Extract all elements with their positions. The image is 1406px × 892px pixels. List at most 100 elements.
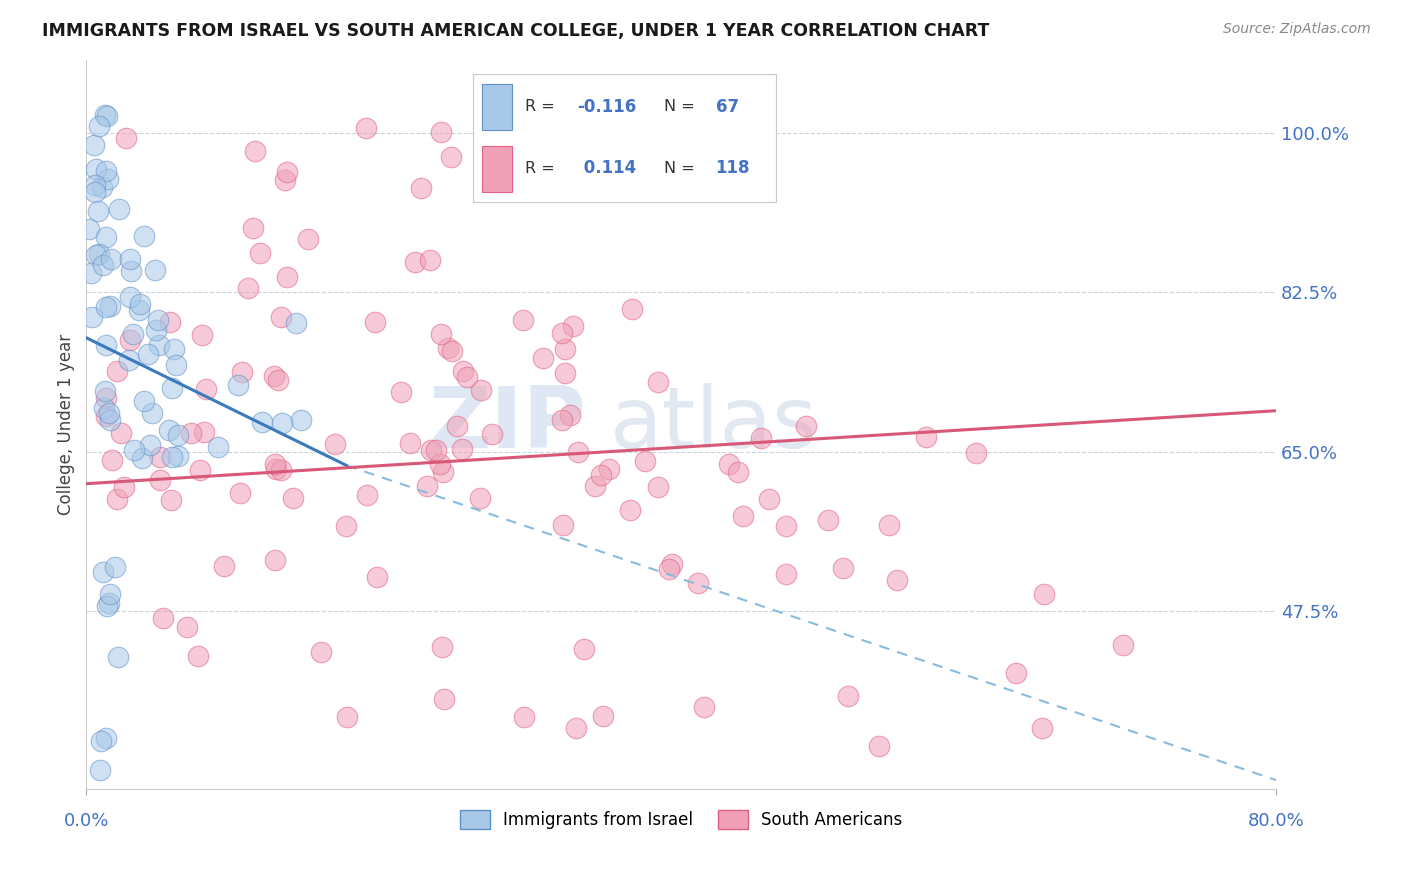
Point — [567, 445, 589, 459]
Point — [84, 162, 107, 177]
Point — [180, 426, 202, 441]
Point — [264, 552, 287, 566]
Point — [263, 368, 285, 383]
Point — [242, 220, 264, 235]
Point — [335, 519, 357, 533]
Point — [107, 650, 129, 665]
Point — [91, 565, 114, 579]
Point — [879, 518, 901, 533]
Point — [87, 203, 110, 218]
Point — [131, 450, 153, 465]
Point — [404, 254, 426, 268]
Point — [274, 172, 297, 186]
Point — [592, 709, 614, 723]
Point — [97, 172, 120, 186]
Point — [229, 486, 252, 500]
Point — [354, 121, 377, 136]
Point — [470, 383, 492, 397]
Point — [446, 419, 468, 434]
Point — [96, 230, 118, 244]
Point — [661, 558, 683, 572]
Point — [281, 491, 304, 505]
Point — [561, 318, 583, 333]
Point — [399, 436, 422, 450]
Point — [89, 763, 111, 777]
Point — [620, 301, 643, 316]
Text: Source: ZipAtlas.com: Source: ZipAtlas.com — [1223, 22, 1371, 37]
Point — [886, 573, 908, 587]
Point — [758, 491, 780, 506]
Point — [270, 463, 292, 477]
Point — [84, 248, 107, 262]
Point — [915, 430, 938, 444]
Point — [163, 342, 186, 356]
Point — [105, 363, 128, 377]
Point — [91, 179, 114, 194]
Point — [598, 461, 620, 475]
Point — [868, 739, 890, 753]
Point — [193, 425, 215, 440]
Point — [143, 263, 166, 277]
Point — [276, 270, 298, 285]
Point — [160, 381, 183, 395]
Point — [91, 258, 114, 272]
Point — [775, 566, 797, 581]
Point — [658, 562, 681, 576]
Point — [583, 479, 606, 493]
Point — [226, 378, 249, 392]
Point — [112, 480, 135, 494]
Point — [96, 599, 118, 614]
Point — [512, 313, 534, 327]
Point — [94, 108, 117, 122]
Point — [551, 413, 574, 427]
Point — [114, 131, 136, 145]
Point — [1032, 587, 1054, 601]
Point — [132, 394, 155, 409]
Point — [733, 508, 755, 523]
Point — [80, 266, 103, 280]
Point — [98, 586, 121, 600]
Point — [270, 310, 292, 325]
Point — [686, 576, 709, 591]
Point — [420, 442, 443, 457]
Point — [96, 109, 118, 123]
Point — [94, 164, 117, 178]
Text: atlas: atlas — [610, 383, 818, 466]
Point — [96, 301, 118, 315]
Point — [141, 406, 163, 420]
Point — [149, 473, 172, 487]
Point — [110, 425, 132, 440]
Point — [551, 326, 574, 341]
Point — [419, 252, 441, 267]
Point — [98, 299, 121, 313]
Point — [83, 137, 105, 152]
Y-axis label: College, Under 1 year: College, Under 1 year — [58, 334, 75, 515]
Point — [98, 597, 121, 611]
Point — [100, 453, 122, 467]
Point — [129, 296, 152, 310]
Point — [589, 467, 612, 482]
Point — [105, 491, 128, 506]
Point — [104, 559, 127, 574]
Point — [128, 303, 150, 318]
Point — [118, 252, 141, 267]
Point — [146, 313, 169, 327]
Point — [416, 479, 439, 493]
Point — [271, 417, 294, 431]
Point — [364, 315, 387, 329]
Point — [718, 457, 741, 471]
Point — [187, 648, 209, 663]
Point — [411, 180, 433, 194]
Point — [1005, 666, 1028, 681]
Point — [134, 228, 156, 243]
Point — [619, 502, 641, 516]
Point — [231, 365, 253, 379]
Point — [432, 466, 454, 480]
Text: 80.0%: 80.0% — [1247, 812, 1305, 830]
Point — [93, 401, 115, 416]
Point — [80, 310, 103, 324]
Point — [432, 692, 454, 706]
Point — [647, 376, 669, 390]
Point — [276, 165, 298, 179]
Point — [309, 645, 332, 659]
